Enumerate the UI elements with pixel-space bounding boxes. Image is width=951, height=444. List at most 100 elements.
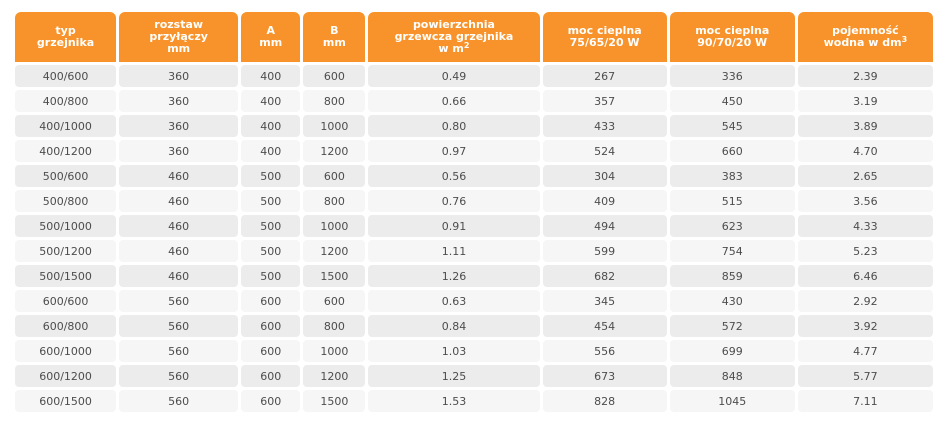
header-heating-surface: powierzchnia grzewcza grzejnika w m2: [368, 12, 540, 62]
cell-heat-output-75-65-20: 454: [542, 315, 667, 337]
table-row: 400/600 360 400 600 0.49 267 336 2.39: [15, 65, 933, 87]
cell-heating-surface: 1.25: [368, 365, 540, 387]
cell-radiator-type: 600/1000: [15, 340, 117, 362]
cell-heating-surface: 0.91: [368, 215, 540, 237]
table-body: 400/600 360 400 600 0.49 267 336 2.39 400/800 360…: [15, 65, 933, 412]
cell-heat-output-90-70-20: 515: [669, 190, 795, 212]
cell-connection-spacing: 560: [119, 390, 239, 412]
cell-radiator-type: 600/600: [15, 290, 117, 312]
cell-connection-spacing: 460: [119, 165, 239, 187]
cell-connection-spacing: 360: [119, 90, 239, 112]
table-row: 500/600 460 500 600 0.56 304 383 2.65: [15, 165, 933, 187]
cell-heating-surface: 0.63: [368, 290, 540, 312]
cell-radiator-type: 400/1200: [15, 140, 117, 162]
cell-connection-spacing: 560: [119, 365, 239, 387]
table-row: 600/800 560 600 800 0.84 454 572 3.92: [15, 315, 933, 337]
cell-radiator-type: 500/1200: [15, 240, 117, 262]
header-text-line: pojemność: [832, 24, 899, 37]
cell-heating-surface: 1.03: [368, 340, 540, 362]
cell-heat-output-75-65-20: 345: [542, 290, 667, 312]
cell-water-capacity: 3.92: [797, 315, 933, 337]
header-heat-output-75-65-20: moc cieplna 75/65/20 W: [542, 12, 667, 62]
cell-dimension-a: 400: [241, 115, 301, 137]
header-text-line: moc cieplna: [567, 24, 642, 37]
cell-heat-output-90-70-20: 336: [669, 65, 795, 87]
cell-heat-output-90-70-20: 572: [669, 315, 795, 337]
cell-dimension-a: 600: [241, 340, 301, 362]
cell-dimension-a: 400: [241, 90, 301, 112]
header-text-line: powierzchnia: [412, 18, 495, 31]
cell-heat-output-90-70-20: 848: [669, 365, 795, 387]
header-text-line: moc cieplna: [695, 24, 770, 37]
cell-heat-output-75-65-20: 682: [542, 265, 667, 287]
header-superscript: 2: [463, 41, 470, 50]
cell-dimension-b: 600: [303, 290, 366, 312]
cell-dimension-b: 1000: [303, 215, 366, 237]
cell-dimension-b: 1500: [303, 265, 366, 287]
table-row: 500/1500 460 500 1500 1.26 682 859 6.46: [15, 265, 933, 287]
cell-water-capacity: 3.89: [797, 115, 933, 137]
table-row: 600/1200 560 600 1200 1.25 673 848 5.77: [15, 365, 933, 387]
cell-heating-surface: 0.56: [368, 165, 540, 187]
header-text-line: w m: [438, 42, 464, 55]
cell-heat-output-75-65-20: 357: [542, 90, 667, 112]
cell-heat-output-75-65-20: 409: [542, 190, 667, 212]
cell-water-capacity: 7.11: [797, 390, 933, 412]
table-row: 600/1500 560 600 1500 1.53 828 1045 7.11: [15, 390, 933, 412]
cell-dimension-b: 1000: [303, 340, 366, 362]
cell-radiator-type: 600/1500: [15, 390, 117, 412]
cell-heat-output-75-65-20: 494: [542, 215, 667, 237]
cell-connection-spacing: 560: [119, 315, 239, 337]
header-text-line: przyłączy: [149, 30, 208, 43]
cell-dimension-b: 800: [303, 315, 366, 337]
cell-dimension-a: 400: [241, 140, 301, 162]
cell-dimension-b: 800: [303, 190, 366, 212]
cell-dimension-a: 500: [241, 265, 301, 287]
cell-connection-spacing: 460: [119, 190, 239, 212]
cell-water-capacity: 2.65: [797, 165, 933, 187]
cell-water-capacity: 2.92: [797, 290, 933, 312]
cell-heat-output-75-65-20: 556: [542, 340, 667, 362]
cell-water-capacity: 3.56: [797, 190, 933, 212]
table-row: 400/1200 360 400 1200 0.97 524 660 4.70: [15, 140, 933, 162]
table-row: 600/600 560 600 600 0.63 345 430 2.92: [15, 290, 933, 312]
cell-dimension-b: 1500: [303, 390, 366, 412]
cell-water-capacity: 2.39: [797, 65, 933, 87]
cell-heat-output-75-65-20: 267: [542, 65, 667, 87]
cell-dimension-b: 1200: [303, 365, 366, 387]
cell-radiator-type: 600/1200: [15, 365, 117, 387]
header-superscript: 3: [901, 35, 908, 44]
cell-heating-surface: 0.66: [368, 90, 540, 112]
cell-radiator-type: 400/800: [15, 90, 117, 112]
header-text-line: grzewcza grzejnika: [394, 30, 514, 43]
cell-heat-output-90-70-20: 545: [669, 115, 795, 137]
cell-heat-output-75-65-20: 524: [542, 140, 667, 162]
cell-heating-surface: 0.84: [368, 315, 540, 337]
cell-connection-spacing: 460: [119, 215, 239, 237]
header-text-line: A: [266, 24, 276, 37]
table-row: 400/800 360 400 800 0.66 357 450 3.19: [15, 90, 933, 112]
cell-radiator-type: 500/1000: [15, 215, 117, 237]
cell-water-capacity: 4.70: [797, 140, 933, 162]
cell-connection-spacing: 460: [119, 265, 239, 287]
table-row: 500/1000 460 500 1000 0.91 494 623 4.33: [15, 215, 933, 237]
cell-heat-output-75-65-20: 828: [542, 390, 667, 412]
cell-radiator-type: 400/1000: [15, 115, 117, 137]
cell-connection-spacing: 360: [119, 115, 239, 137]
cell-dimension-b: 1000: [303, 115, 366, 137]
cell-heat-output-90-70-20: 383: [669, 165, 795, 187]
cell-water-capacity: 4.77: [797, 340, 933, 362]
cell-dimension-b: 1200: [303, 140, 366, 162]
cell-heat-output-90-70-20: 754: [669, 240, 795, 262]
cell-dimension-a: 500: [241, 190, 301, 212]
cell-heating-surface: 0.80: [368, 115, 540, 137]
cell-heating-surface: 0.76: [368, 190, 540, 212]
cell-heating-surface: 0.49: [368, 65, 540, 87]
cell-dimension-a: 600: [241, 365, 301, 387]
cell-connection-spacing: 360: [119, 65, 239, 87]
